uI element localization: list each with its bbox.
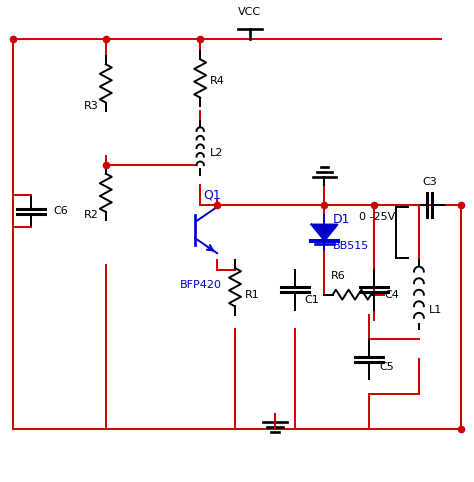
Text: Q1: Q1 [203, 189, 221, 202]
Text: R2: R2 [84, 210, 99, 220]
Text: R4: R4 [210, 76, 225, 86]
Text: BB515: BB515 [332, 241, 369, 251]
Text: C5: C5 [379, 362, 394, 372]
Text: L1: L1 [429, 305, 442, 315]
Text: C6: C6 [53, 206, 68, 216]
Text: 0 -25V: 0 -25V [359, 212, 395, 222]
Text: R1: R1 [245, 290, 260, 300]
Text: VCC: VCC [238, 7, 262, 17]
Polygon shape [311, 225, 337, 241]
Text: R3: R3 [84, 101, 99, 111]
Text: D1: D1 [332, 213, 350, 226]
Text: C1: C1 [305, 295, 319, 305]
Text: R6: R6 [331, 271, 346, 281]
Text: L2: L2 [210, 148, 224, 158]
Text: C3: C3 [422, 177, 437, 187]
Text: BFP420: BFP420 [180, 280, 222, 290]
Text: C4: C4 [384, 290, 399, 300]
